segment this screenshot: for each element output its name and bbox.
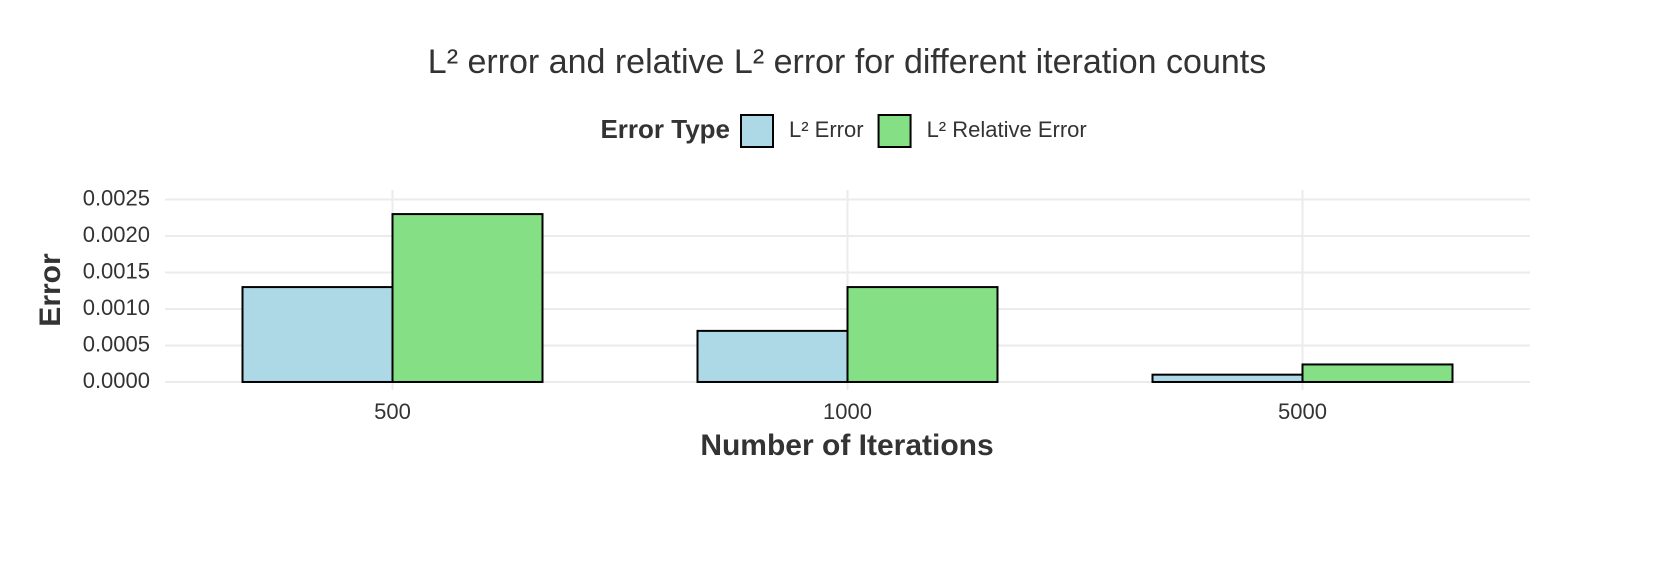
bar [1301, 363, 1454, 383]
x-tick-label: 5000 [1278, 399, 1327, 424]
y-tick-label: 0.0000 [83, 368, 150, 393]
bar [696, 329, 849, 383]
bar [1151, 373, 1304, 383]
y-axis-title: Error [34, 253, 67, 327]
legend-swatch [740, 114, 774, 148]
legend-label: L² Error [789, 117, 864, 142]
bar [391, 213, 544, 383]
y-tick-label: 0.0005 [83, 331, 150, 356]
x-tick-label: 1000 [823, 399, 872, 424]
y-tick-label: 0.0010 [83, 295, 150, 320]
legend-swatch [877, 114, 912, 148]
y-tick-label: 0.0025 [83, 185, 150, 210]
legend-label: L² Relative Error [927, 117, 1087, 142]
bar [241, 286, 394, 383]
y-tick-label: 0.0015 [83, 258, 150, 283]
chart-title: L² error and relative L² error for diffe… [428, 43, 1266, 81]
legend-title: Error Type [600, 114, 730, 144]
x-axis-title: Number of Iterations [700, 429, 993, 462]
bar [846, 286, 999, 383]
y-tick-label: 0.0020 [83, 222, 150, 247]
x-tick-label: 500 [374, 399, 411, 424]
